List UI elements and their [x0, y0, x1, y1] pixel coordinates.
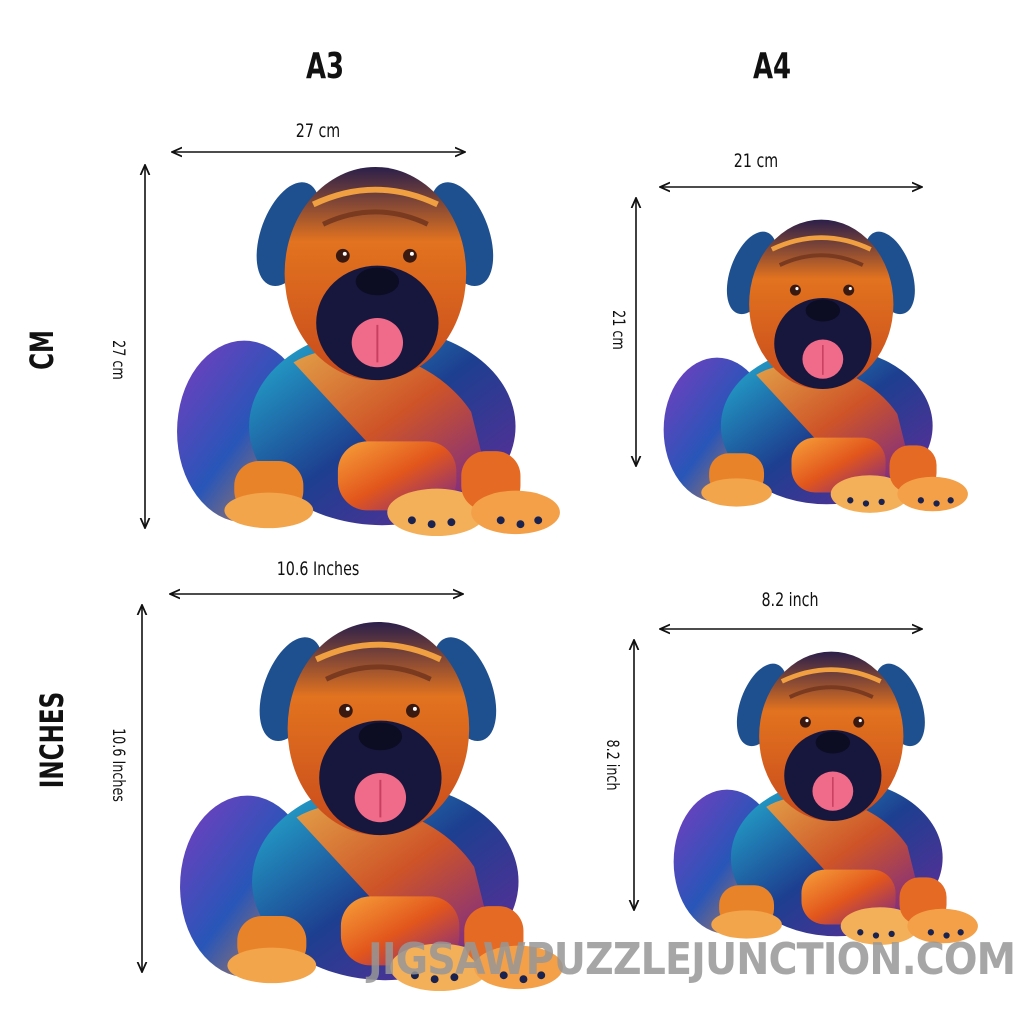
a4-in-height-label: 8.2 inch — [602, 739, 622, 791]
a4-cm-height-label: 21 cm — [608, 310, 628, 350]
watermark: JigsawPuzzleJunction.com — [368, 934, 1016, 985]
column-header-a3: A3 — [305, 46, 345, 87]
a3-in-width-label: 10.6 Inches — [276, 558, 360, 580]
a3-cm-width-label: 27 cm — [295, 120, 341, 142]
a3-cm-height-label: 27 cm — [108, 340, 128, 380]
a3-in-height-label: 10.6 Inches — [108, 728, 128, 802]
dog-puzzle-image-a3-cm — [175, 165, 560, 540]
dog-puzzle-image-a4-cm — [662, 218, 968, 516]
a4-in-width-label: 8.2 inch — [761, 589, 819, 611]
a4-cm-width-label: 21 cm — [733, 150, 779, 172]
column-header-a4: A4 — [752, 46, 792, 87]
dog-puzzle-image-a4-inches — [672, 650, 978, 948]
